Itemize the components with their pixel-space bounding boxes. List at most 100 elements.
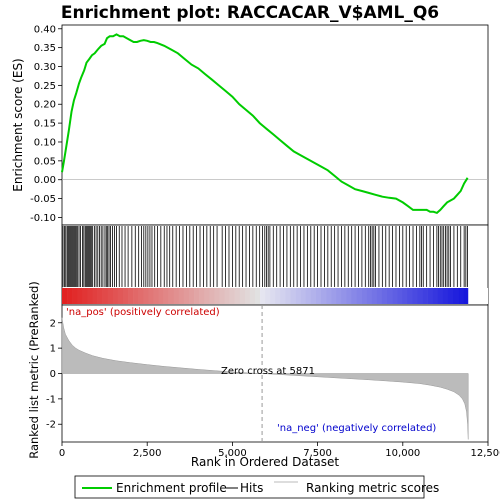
rank-color-segment <box>249 288 256 304</box>
rank-color-segment <box>87 288 93 304</box>
rank-xtick-label: 12,500 <box>471 448 500 459</box>
rank-xlabel: Rank in Ordered Dataset <box>191 455 339 469</box>
rank-ytick-label: -1 <box>46 394 56 405</box>
rank-color-segment <box>97 288 103 304</box>
legend-label-hits: Hits <box>240 481 263 495</box>
rank-color-segment <box>320 288 327 304</box>
es-panel: -0.10 -0.05 0.00 0.05 0.10 0.15 0.20 0.25 0.30 0.… <box>11 24 489 226</box>
legend-label-ranking-metric: Ranking metric scores <box>306 481 439 495</box>
rank-color-segment <box>275 288 281 304</box>
es-y-axis: -0.10 -0.05 0.00 0.05 0.10 0.15 0.20 0.25 0.30 0.… <box>30 24 62 224</box>
rank-y-axis: -2 -1 0 1 2 <box>46 318 62 431</box>
rank-color-segment <box>300 288 307 304</box>
rank-color-segment <box>381 288 388 304</box>
hits-panel <box>61 224 489 306</box>
rank-color-segment <box>270 288 276 304</box>
pos-correlated-label: 'na_pos' (positively correlated) <box>66 307 220 318</box>
rank-color-segment <box>356 288 362 304</box>
rank-xtick-label: 5,000 <box>218 448 247 459</box>
rank-color-segment <box>82 288 88 304</box>
rank-color-segment <box>122 288 129 304</box>
rank-color-segment <box>138 288 144 304</box>
es-panel-frame <box>61 24 489 226</box>
rank-color-segment <box>244 288 251 304</box>
rank-color-segment <box>376 288 383 304</box>
rank-color-segment <box>427 288 433 304</box>
rank-color-segment <box>331 288 337 304</box>
es-ytick-label: -0.05 <box>30 194 56 205</box>
rank-color-segment <box>442 288 449 304</box>
rank-color-segment <box>72 288 78 304</box>
rank-color-segment <box>128 288 134 304</box>
es-ytick-label: 0.35 <box>34 43 56 54</box>
rank-color-segment <box>422 288 428 304</box>
rank-color-segment <box>361 288 367 304</box>
rank-color-tail <box>468 288 488 304</box>
rank-color-segment <box>194 288 200 304</box>
rank-color-segment <box>366 288 373 304</box>
rank-color-segment <box>280 288 286 304</box>
rank-color-segment <box>310 288 317 304</box>
rank-color-segment <box>112 288 119 304</box>
rank-color-segment <box>397 288 403 304</box>
rank-color-segment <box>163 288 169 304</box>
rank-color-segment <box>447 288 454 304</box>
rank-color-segment <box>199 288 205 304</box>
rank-color-segment <box>239 288 246 304</box>
rank-color-segment <box>463 288 469 304</box>
rank-color-segment <box>432 288 439 304</box>
rank-color-segment <box>148 288 154 304</box>
rank-ytick-label: 2 <box>50 318 56 329</box>
rank-color-segment <box>234 288 241 304</box>
rank-color-segment <box>102 288 109 304</box>
rank-xtick-label: 10,000 <box>385 448 420 459</box>
rank-color-segment <box>209 288 215 304</box>
zero-cross-label: Zero cross at 5871 <box>221 366 315 377</box>
rank-color-segment <box>67 288 73 304</box>
rank-color-segment <box>351 288 357 304</box>
rank-color-segment <box>153 288 159 304</box>
legend-label-enrichment-profile: Enrichment profile <box>116 481 227 495</box>
rank-color-segment <box>290 288 296 304</box>
rank-color-segment <box>229 288 235 304</box>
rank-color-segment <box>392 288 398 304</box>
rank-color-segment <box>62 288 68 304</box>
rank-color-bar <box>62 288 488 304</box>
rank-color-segment <box>188 288 195 304</box>
rank-color-segment <box>295 288 301 304</box>
enrichment-profile-line <box>61 33 469 215</box>
rank-color-segment <box>92 288 98 304</box>
es-ytick-label: 0.25 <box>34 81 56 92</box>
es-ytick-label: 0.40 <box>34 24 56 35</box>
rank-color-segment <box>265 288 271 304</box>
rank-x-axis: 0 2,500 5,000 7,500 10,000 12,500 <box>59 442 500 459</box>
chart-title: Enrichment plot: RACCACAR_V$AML_Q6 <box>61 3 439 23</box>
rank-xtick-label: 7,500 <box>303 448 332 459</box>
rank-xtick-label: 0 <box>59 448 65 459</box>
rank-color-segment <box>315 288 322 304</box>
legend-box <box>74 475 425 499</box>
es-ytick-label: -0.10 <box>30 213 56 224</box>
rank-color-segment <box>173 288 180 304</box>
rank-color-segment <box>452 288 459 304</box>
rank-color-segment <box>326 288 332 304</box>
rank-color-segment <box>407 288 413 304</box>
ranking-metric-area <box>61 317 469 440</box>
rank-color-segment <box>178 288 185 304</box>
rank-color-segment <box>204 288 210 304</box>
rank-color-segment <box>346 288 352 304</box>
es-ytick-label: 0.10 <box>34 137 56 148</box>
rank-color-segment <box>341 288 347 304</box>
rank-color-segment <box>224 288 230 304</box>
rank-color-segment <box>371 288 378 304</box>
rank-ytick-label: 1 <box>50 344 56 355</box>
legend: Enrichment profile Hits Ranking metric s… <box>74 475 439 499</box>
rank-color-segment <box>305 288 312 304</box>
rank-color-segment <box>77 288 83 304</box>
rank-panel: -2 -1 0 1 2 0 2,500 5,000 7,500 10,000 12,500 'na… <box>27 281 500 469</box>
rank-ytick-label: -2 <box>46 420 56 431</box>
rank-color-segment <box>117 288 124 304</box>
rank-color-segment <box>143 288 149 304</box>
rank-color-segment <box>219 288 225 304</box>
